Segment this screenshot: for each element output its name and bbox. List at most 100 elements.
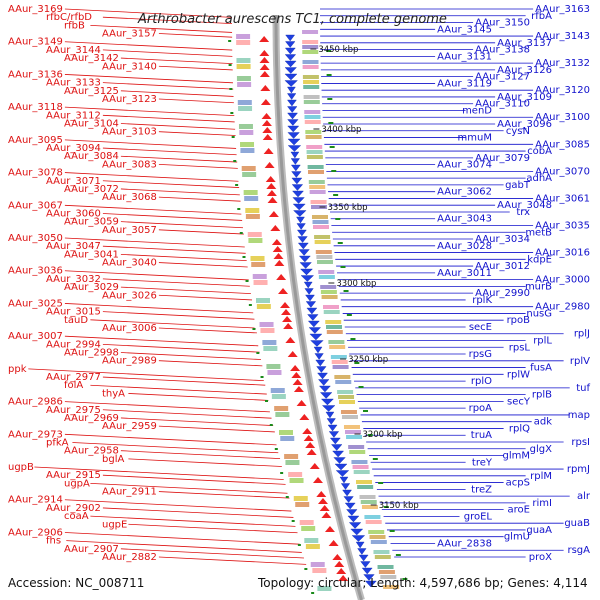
forward-gene-arrow [264, 162, 275, 168]
left-gene-label: tauD [64, 315, 88, 326]
reverse-gene-arrow [298, 249, 310, 256]
feature-block [239, 130, 254, 135]
reverse-gene-arrow [326, 418, 336, 425]
left-gene-label: AAur_3142 [64, 53, 119, 64]
forward-gene-arrow [259, 36, 270, 42]
tick-mark [337, 242, 343, 244]
right-gene-label: rplQ [509, 423, 530, 434]
left-gene-label: AAur_3103 [102, 127, 157, 138]
left-leader-line [64, 303, 254, 314]
forward-gene-arrow [274, 260, 285, 266]
feature-block [304, 115, 321, 119]
tick-mark [383, 506, 389, 508]
left-gene-label: AAur_2986 [8, 397, 63, 408]
left-gene-label: AAur_3104 [64, 119, 119, 130]
feature-block [332, 365, 349, 369]
reverse-gene-arrow [363, 574, 375, 581]
reverse-gene-arrow [293, 210, 307, 217]
tick-mark [228, 40, 232, 42]
feature-block [353, 470, 370, 474]
forward-gene-arrow [293, 386, 304, 392]
right-gene-label: fusA [530, 363, 552, 374]
feature-block [289, 478, 304, 483]
tick-mark [285, 496, 289, 498]
feature-block [374, 555, 391, 559]
genome-summary: Topology: circular; Length: 4,597,686 bp… [257, 576, 588, 590]
left-gene-label: AAur_3041 [64, 249, 119, 260]
feature-block [338, 395, 355, 399]
left-gene-label: coaA [64, 511, 89, 522]
reverse-gene-arrow [360, 561, 371, 568]
reverse-gene-arrow [334, 463, 348, 471]
feature-block [325, 325, 342, 329]
feature-block [244, 196, 259, 201]
feature-block [302, 45, 319, 49]
feature-block [260, 328, 275, 333]
tick-mark [329, 146, 335, 148]
feature-block [377, 565, 394, 569]
tick-mark [242, 256, 246, 258]
feature-block [359, 495, 376, 499]
right-gene-label: AAur_3127 [475, 72, 530, 83]
feature-block [302, 40, 319, 44]
left-leader-line [120, 188, 240, 196]
feature-block [250, 256, 265, 261]
left-leader-line [120, 123, 236, 130]
right-gene-label: guaB [564, 518, 590, 529]
reverse-gene-arrow [329, 437, 341, 445]
left-gene-label: AAur_3006 [102, 323, 157, 334]
tick-mark [346, 314, 352, 316]
reverse-gene-arrow [300, 275, 315, 282]
feature-block [343, 425, 360, 429]
feature-block [308, 180, 325, 184]
feature-block [325, 320, 342, 324]
forward-gene-arrow [273, 253, 284, 259]
forward-gene-arrow [291, 372, 302, 378]
tick-mark [233, 160, 237, 162]
right-gene-label: rpsG [469, 349, 492, 360]
feature-block [238, 124, 253, 129]
left-leader-line [158, 360, 263, 367]
reverse-gene-arrow [331, 444, 343, 451]
feature-block [368, 530, 385, 534]
feature-block [263, 346, 278, 351]
feature-block [305, 544, 320, 549]
reverse-gene-arrow [321, 405, 336, 412]
tick-mark [372, 458, 378, 460]
left-gene-label: AAur_3071 [46, 176, 101, 187]
feature-block [364, 515, 381, 519]
feature-block [237, 100, 252, 105]
right-gene-label: adhA [526, 173, 552, 184]
feature-block [335, 380, 352, 384]
tick-mark [389, 530, 395, 532]
left-leader-line [90, 482, 288, 494]
right-gene-label: map [568, 410, 590, 421]
reverse-gene-arrow [292, 203, 306, 211]
forward-gene-arrow [259, 64, 270, 70]
left-leader-line [90, 24, 233, 33]
feature-block [311, 205, 328, 209]
feature-block [316, 255, 333, 259]
right-gene-label: AAur_3096 [497, 119, 552, 130]
feature-block [309, 190, 326, 194]
forward-gene-arrow [321, 512, 332, 518]
tick-mark [230, 112, 234, 114]
feature-block [302, 50, 319, 54]
right-gene-label: trx [516, 207, 530, 218]
reverse-gene-arrow [291, 184, 304, 191]
left-gene-label: AAur_3067 [8, 200, 63, 211]
left-gene-label: AAur_3084 [64, 151, 119, 162]
left-gene-label: rfbC/rfbD [46, 12, 92, 23]
left-leader-line [90, 319, 256, 329]
feature-block [380, 575, 397, 579]
right-gene-label: treY [472, 457, 493, 468]
forward-gene-arrow [276, 274, 287, 280]
ruler-label: 3250 kbp [348, 355, 388, 365]
reverse-gene-arrow [298, 255, 311, 263]
forward-gene-arrow [312, 477, 323, 483]
left-leader-line [64, 172, 239, 182]
feature-block [247, 232, 262, 237]
feature-block [280, 436, 295, 441]
right-gene-label: AAur_3150 [475, 18, 530, 29]
